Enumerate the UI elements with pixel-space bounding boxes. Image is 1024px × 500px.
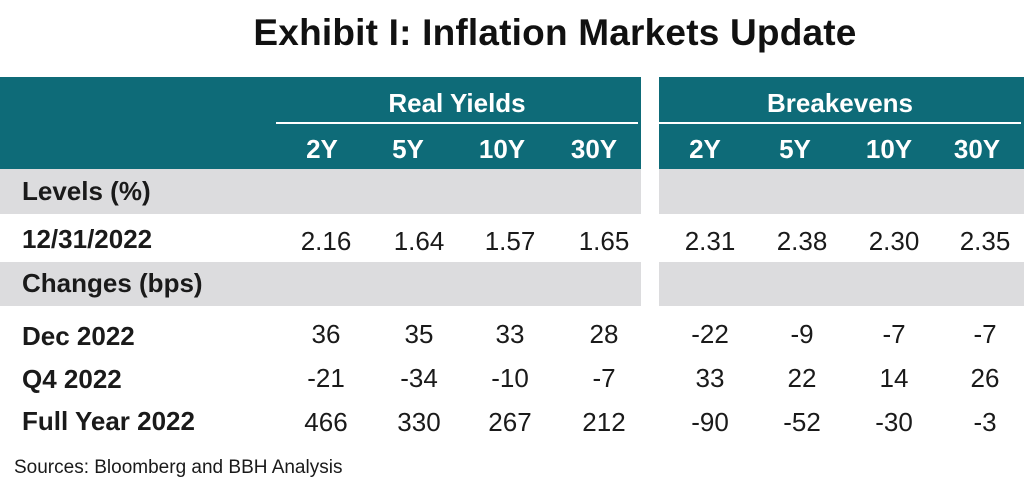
column-header-be-5y: 5Y — [779, 134, 811, 164]
column-header-real-30y: 30Y — [570, 134, 618, 164]
table-cell: 2.16 — [300, 226, 352, 256]
section-label-levels: Levels (%) — [22, 176, 151, 206]
table-cell: -21 — [307, 363, 345, 393]
table-cell: -34 — [400, 363, 438, 393]
table-cell: 1.65 — [578, 226, 630, 256]
table-cell: -52 — [783, 407, 821, 437]
levels-band — [0, 169, 641, 214]
table-cell: 1.57 — [484, 226, 536, 256]
table-cell: 22 — [787, 363, 817, 393]
table-cell: 2.30 — [868, 226, 920, 256]
levels-band-right — [659, 169, 1024, 214]
table-cell: 33 — [495, 319, 525, 349]
table-cell: 2.35 — [959, 226, 1011, 256]
table-cell: 28 — [589, 319, 619, 349]
table-cell: 2.38 — [776, 226, 828, 256]
breakevens-label: Breakevens — [767, 88, 913, 118]
changes-band — [0, 262, 641, 306]
column-group-divider — [641, 77, 659, 500]
breakevens-rule — [659, 122, 1021, 124]
table-cell: -30 — [875, 407, 913, 437]
table-cell: 466 — [304, 407, 348, 437]
table-cell: -7 — [592, 363, 616, 393]
row-label: Dec 2022 — [22, 321, 135, 351]
table-cell: 33 — [695, 363, 725, 393]
exhibit-title: Exhibit I: Inflation Markets Update — [253, 12, 857, 53]
column-header-real-10y: 10Y — [478, 134, 526, 164]
table-cell: -9 — [790, 319, 814, 349]
column-header-be-10y: 10Y — [865, 134, 913, 164]
changes-band-right — [659, 262, 1024, 306]
real-yields-rule — [276, 122, 638, 124]
table-cell: 212 — [582, 407, 626, 437]
table-cell: 26 — [970, 363, 1000, 393]
table-cell: -22 — [691, 319, 729, 349]
row-label: Q4 2022 — [22, 364, 122, 394]
table-cell: 2.31 — [684, 226, 736, 256]
column-header-be-30y: 30Y — [953, 134, 1001, 164]
table-cell: 1.64 — [393, 226, 445, 256]
table-cell: -90 — [691, 407, 729, 437]
table-cell: -10 — [491, 363, 529, 393]
table-cell: -7 — [882, 319, 906, 349]
real-yields-label: Real Yields — [388, 88, 526, 118]
table-cell: 14 — [879, 363, 909, 393]
table-cell: 330 — [397, 407, 441, 437]
column-header-be-2y: 2Y — [689, 134, 721, 164]
source-note: Sources: Bloomberg and BBH Analysis — [14, 457, 343, 478]
table-cell: 35 — [404, 319, 434, 349]
table-cell: -7 — [973, 319, 997, 349]
table-cell: -3 — [973, 407, 997, 437]
table-cell: 267 — [488, 407, 532, 437]
table-cell: 36 — [311, 319, 341, 349]
row-label: 12/31/2022 — [22, 224, 153, 254]
row-label: Full Year 2022 — [22, 406, 195, 436]
column-header-real-5y: 5Y — [392, 134, 424, 164]
section-label-changes: Changes (bps) — [22, 268, 203, 298]
column-header-real-2y: 2Y — [306, 134, 338, 164]
